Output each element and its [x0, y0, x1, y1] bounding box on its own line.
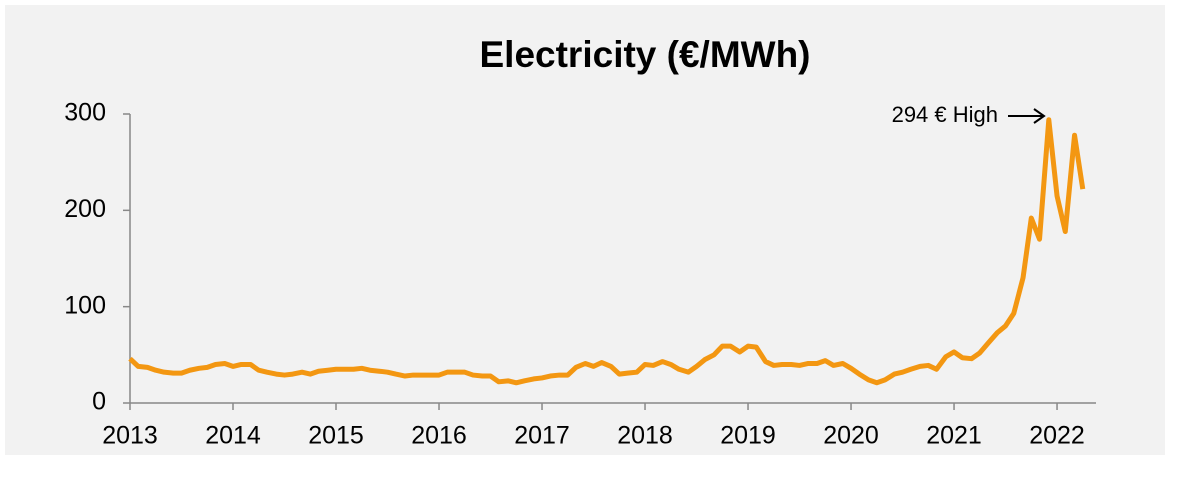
x-tick-label: 2021 [926, 422, 982, 450]
y-tick-label: 100 [64, 291, 106, 319]
annotation-arrow [1008, 108, 1046, 124]
x-tick-label: 2015 [308, 422, 364, 450]
x-tick-label: 2018 [617, 422, 673, 450]
x-tick-label: 2014 [205, 422, 261, 450]
x-tick-label: 2022 [1029, 422, 1085, 450]
annotation: 294 € High [892, 102, 998, 127]
y-tick-label: 200 [64, 195, 106, 223]
x-tick-label: 2016 [411, 422, 467, 450]
y-tick-label: 0 [92, 388, 106, 416]
y-tick-label: 300 [64, 99, 106, 127]
line-series [128, 117, 1086, 386]
chart-title: Electricity (€/MWh) [480, 34, 811, 75]
x-tick-label: 2017 [514, 422, 570, 450]
x-tick-label: 2013 [102, 422, 158, 450]
chart-background [5, 5, 1165, 455]
x-tick-label: 2020 [823, 422, 879, 450]
x-tick-label: 2019 [720, 422, 776, 450]
